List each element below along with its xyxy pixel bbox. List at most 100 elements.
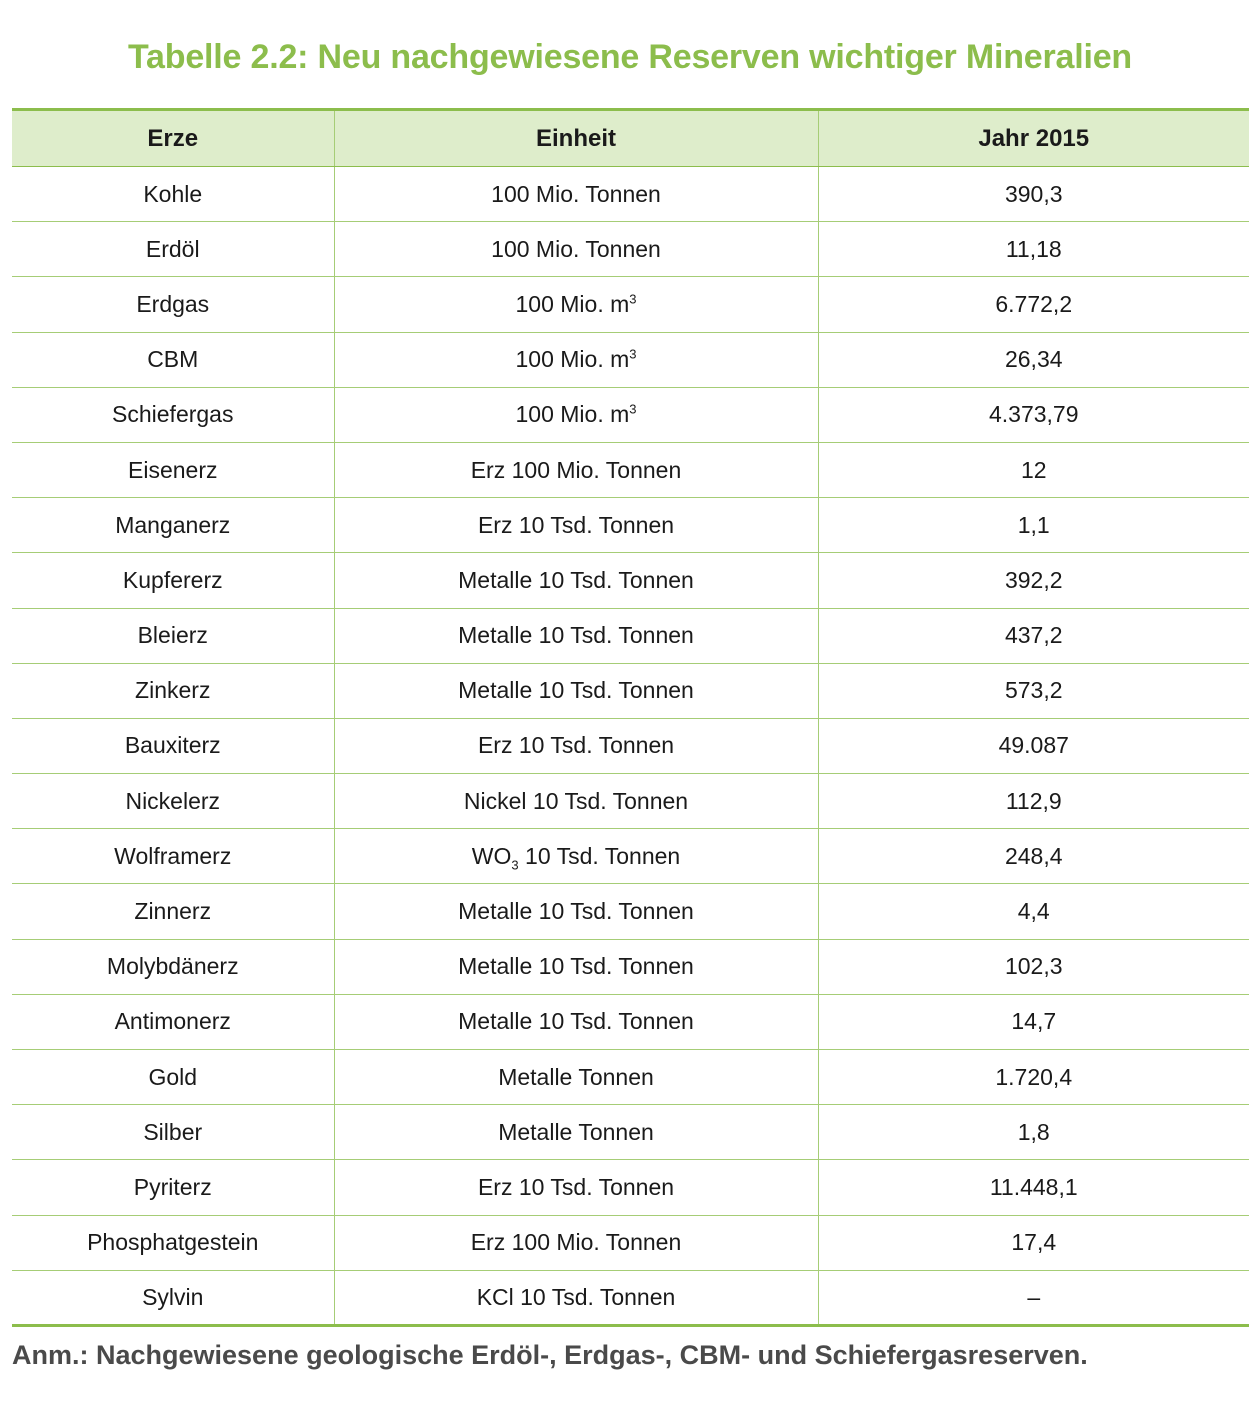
cell-einheit: Metalle 10 Tsd. Tonnen	[333, 552, 818, 609]
cell-wert: 437,2	[817, 608, 1249, 664]
table-row: Kohle 100 Mio. Tonnen 390,3	[12, 166, 1249, 223]
cell-erz: Kohle	[12, 166, 334, 223]
cell-einheit: Metalle Tonnen	[333, 1049, 818, 1106]
cell-erz: Bauxiterz	[12, 718, 334, 775]
cell-wert: 6.772,2	[817, 276, 1249, 333]
cell-einheit: Erz 100 Mio. Tonnen	[333, 1215, 818, 1271]
table-title: Tabelle 2.2: Neu nachgewiesene Reserven …	[128, 38, 1132, 76]
cell-wert: 49.087	[817, 718, 1249, 775]
cell-wert: –	[817, 1270, 1249, 1327]
cell-wert: 1,8	[817, 1104, 1249, 1161]
unit-text: Erz 10 Tsd. Tonnen	[477, 1173, 675, 1200]
unit-text: 100 Mio. m	[515, 290, 630, 317]
cell-erz: Gold	[12, 1049, 334, 1106]
cell-einheit: Erz 100 Mio. Tonnen	[333, 442, 818, 499]
cell-erz: Wolframerz	[12, 828, 334, 885]
unit-superscript: 3	[629, 291, 637, 307]
table-row: Eisenerz Erz 100 Mio. Tonnen 12	[12, 442, 1249, 499]
cell-einheit: 100 Mio. Tonnen	[333, 166, 818, 223]
unit-text: 100 Mio. m	[515, 346, 630, 373]
cell-einheit: 100 Mio. Tonnen	[333, 221, 818, 278]
cell-wert: 11,18	[817, 221, 1249, 278]
table-row: Erdgas 100 Mio. m3 6.772,2	[12, 276, 1249, 333]
cell-einheit: 100 Mio. m3	[333, 387, 818, 443]
unit-text: Erz 10 Tsd. Tonnen	[477, 511, 675, 538]
cell-einheit: Erz 10 Tsd. Tonnen	[333, 718, 818, 775]
cell-wert: 1,1	[817, 497, 1249, 554]
minerals-table: Erze Einheit Jahr 2015 Kohle 100 Mio. Ton…	[12, 108, 1249, 1327]
unit-text: KCl 10 Tsd. Tonnen	[476, 1283, 676, 1310]
cell-erz: Bleierz	[12, 608, 334, 664]
unit-text: Metalle Tonnen	[498, 1063, 654, 1090]
cell-erz: Silber	[12, 1104, 334, 1161]
table-row: Bleierz Metalle 10 Tsd. Tonnen 437,2	[12, 608, 1249, 664]
cell-wert: 11.448,1	[817, 1159, 1249, 1216]
table-row: Kupfererz Metalle 10 Tsd. Tonnen 392,2	[12, 552, 1249, 609]
cell-erz: Pyriterz	[12, 1159, 334, 1216]
unit-superscript: 3	[629, 401, 637, 417]
cell-wert: 1.720,4	[817, 1049, 1249, 1106]
cell-erz: Erdgas	[12, 276, 334, 333]
cell-erz: Manganerz	[12, 497, 334, 554]
unit-text: Metalle 10 Tsd. Tonnen	[458, 622, 694, 649]
cell-einheit: 100 Mio. m3	[333, 332, 818, 388]
table-row: Gold Metalle Tonnen 1.720,4	[12, 1049, 1249, 1106]
unit-text: Metalle Tonnen	[498, 1118, 654, 1145]
unit-text: 100 Mio. m	[515, 401, 630, 428]
table-row: Erdöl 100 Mio. Tonnen 11,18	[12, 221, 1249, 278]
cell-einheit: Metalle 10 Tsd. Tonnen	[333, 994, 818, 1051]
cell-einheit: WO3 10 Tsd. Tonnen	[333, 828, 818, 885]
cell-erz: Eisenerz	[12, 442, 334, 499]
table-row: Wolframerz WO3 10 Tsd. Tonnen 248,4	[12, 828, 1249, 885]
cell-erz: Molybdänerz	[12, 939, 334, 995]
cell-wert: 573,2	[817, 663, 1249, 719]
table-row: Bauxiterz Erz 10 Tsd. Tonnen 49.087	[12, 718, 1249, 775]
cell-erz: CBM	[12, 332, 334, 388]
cell-einheit: Nickel 10 Tsd. Tonnen	[333, 773, 818, 830]
table-row: Phosphatgestein Erz 100 Mio. Tonnen 17,4	[12, 1215, 1249, 1271]
unit-text: Metalle 10 Tsd. Tonnen	[458, 566, 694, 593]
unit-prefix: WO	[471, 842, 512, 869]
cell-einheit: KCl 10 Tsd. Tonnen	[333, 1270, 818, 1327]
cell-erz: Phosphatgestein	[12, 1215, 334, 1271]
cell-wert: 392,2	[817, 552, 1249, 609]
cell-wert: 390,3	[817, 166, 1249, 223]
cell-einheit: Erz 10 Tsd. Tonnen	[333, 497, 818, 554]
table-row: Schiefergas 100 Mio. m3 4.373,79	[12, 387, 1249, 443]
table-header-row: Erze Einheit Jahr 2015	[12, 108, 1249, 167]
cell-einheit: 100 Mio. m3	[333, 276, 818, 333]
cell-erz: Schiefergas	[12, 387, 334, 443]
cell-erz: Nickelerz	[12, 773, 334, 830]
table-note: Anm.: Nachgewiesene geologische Erdöl-, …	[12, 1340, 1088, 1370]
cell-einheit: Metalle Tonnen	[333, 1104, 818, 1161]
unit-text: Erz 10 Tsd. Tonnen	[477, 732, 675, 759]
unit-text: Metalle 10 Tsd. Tonnen	[458, 1008, 694, 1035]
table-row: Silber Metalle Tonnen 1,8	[12, 1104, 1249, 1161]
table-row: Sylvin KCl 10 Tsd. Tonnen –	[12, 1270, 1249, 1327]
cell-erz: Zinkerz	[12, 663, 334, 719]
cell-wert: 17,4	[817, 1215, 1249, 1271]
cell-erz: Kupfererz	[12, 552, 334, 609]
unit-text: Metalle 10 Tsd. Tonnen	[458, 677, 694, 704]
cell-erz: Zinnerz	[12, 883, 334, 940]
cell-wert: 14,7	[817, 994, 1249, 1051]
cell-einheit: Erz 10 Tsd. Tonnen	[333, 1159, 818, 1216]
cell-wert: 4.373,79	[817, 387, 1249, 443]
unit-text: 100 Mio. Tonnen	[491, 180, 661, 207]
header-jahr-2015: Jahr 2015	[817, 108, 1249, 167]
table-row: Zinkerz Metalle 10 Tsd. Tonnen 573,2	[12, 663, 1249, 719]
table-row: Zinnerz Metalle 10 Tsd. Tonnen 4,4	[12, 883, 1249, 940]
header-erze: Erze	[12, 108, 334, 167]
table-row: Antimonerz Metalle 10 Tsd. Tonnen 14,7	[12, 994, 1249, 1051]
header-einheit: Einheit	[333, 108, 818, 167]
table-row: Molybdänerz Metalle 10 Tsd. Tonnen 102,3	[12, 939, 1249, 995]
unit-text: Erz 100 Mio. Tonnen	[470, 1229, 682, 1256]
cell-wert: 26,34	[817, 332, 1249, 388]
table-row: Nickelerz Nickel 10 Tsd. Tonnen 112,9	[12, 773, 1249, 830]
unit-text: 10 Tsd. Tonnen	[518, 842, 681, 869]
cell-erz: Sylvin	[12, 1270, 334, 1327]
cell-einheit: Metalle 10 Tsd. Tonnen	[333, 663, 818, 719]
table-row: Pyriterz Erz 10 Tsd. Tonnen 11.448,1	[12, 1159, 1249, 1216]
table-row: Manganerz Erz 10 Tsd. Tonnen 1,1	[12, 497, 1249, 554]
cell-wert: 112,9	[817, 773, 1249, 830]
